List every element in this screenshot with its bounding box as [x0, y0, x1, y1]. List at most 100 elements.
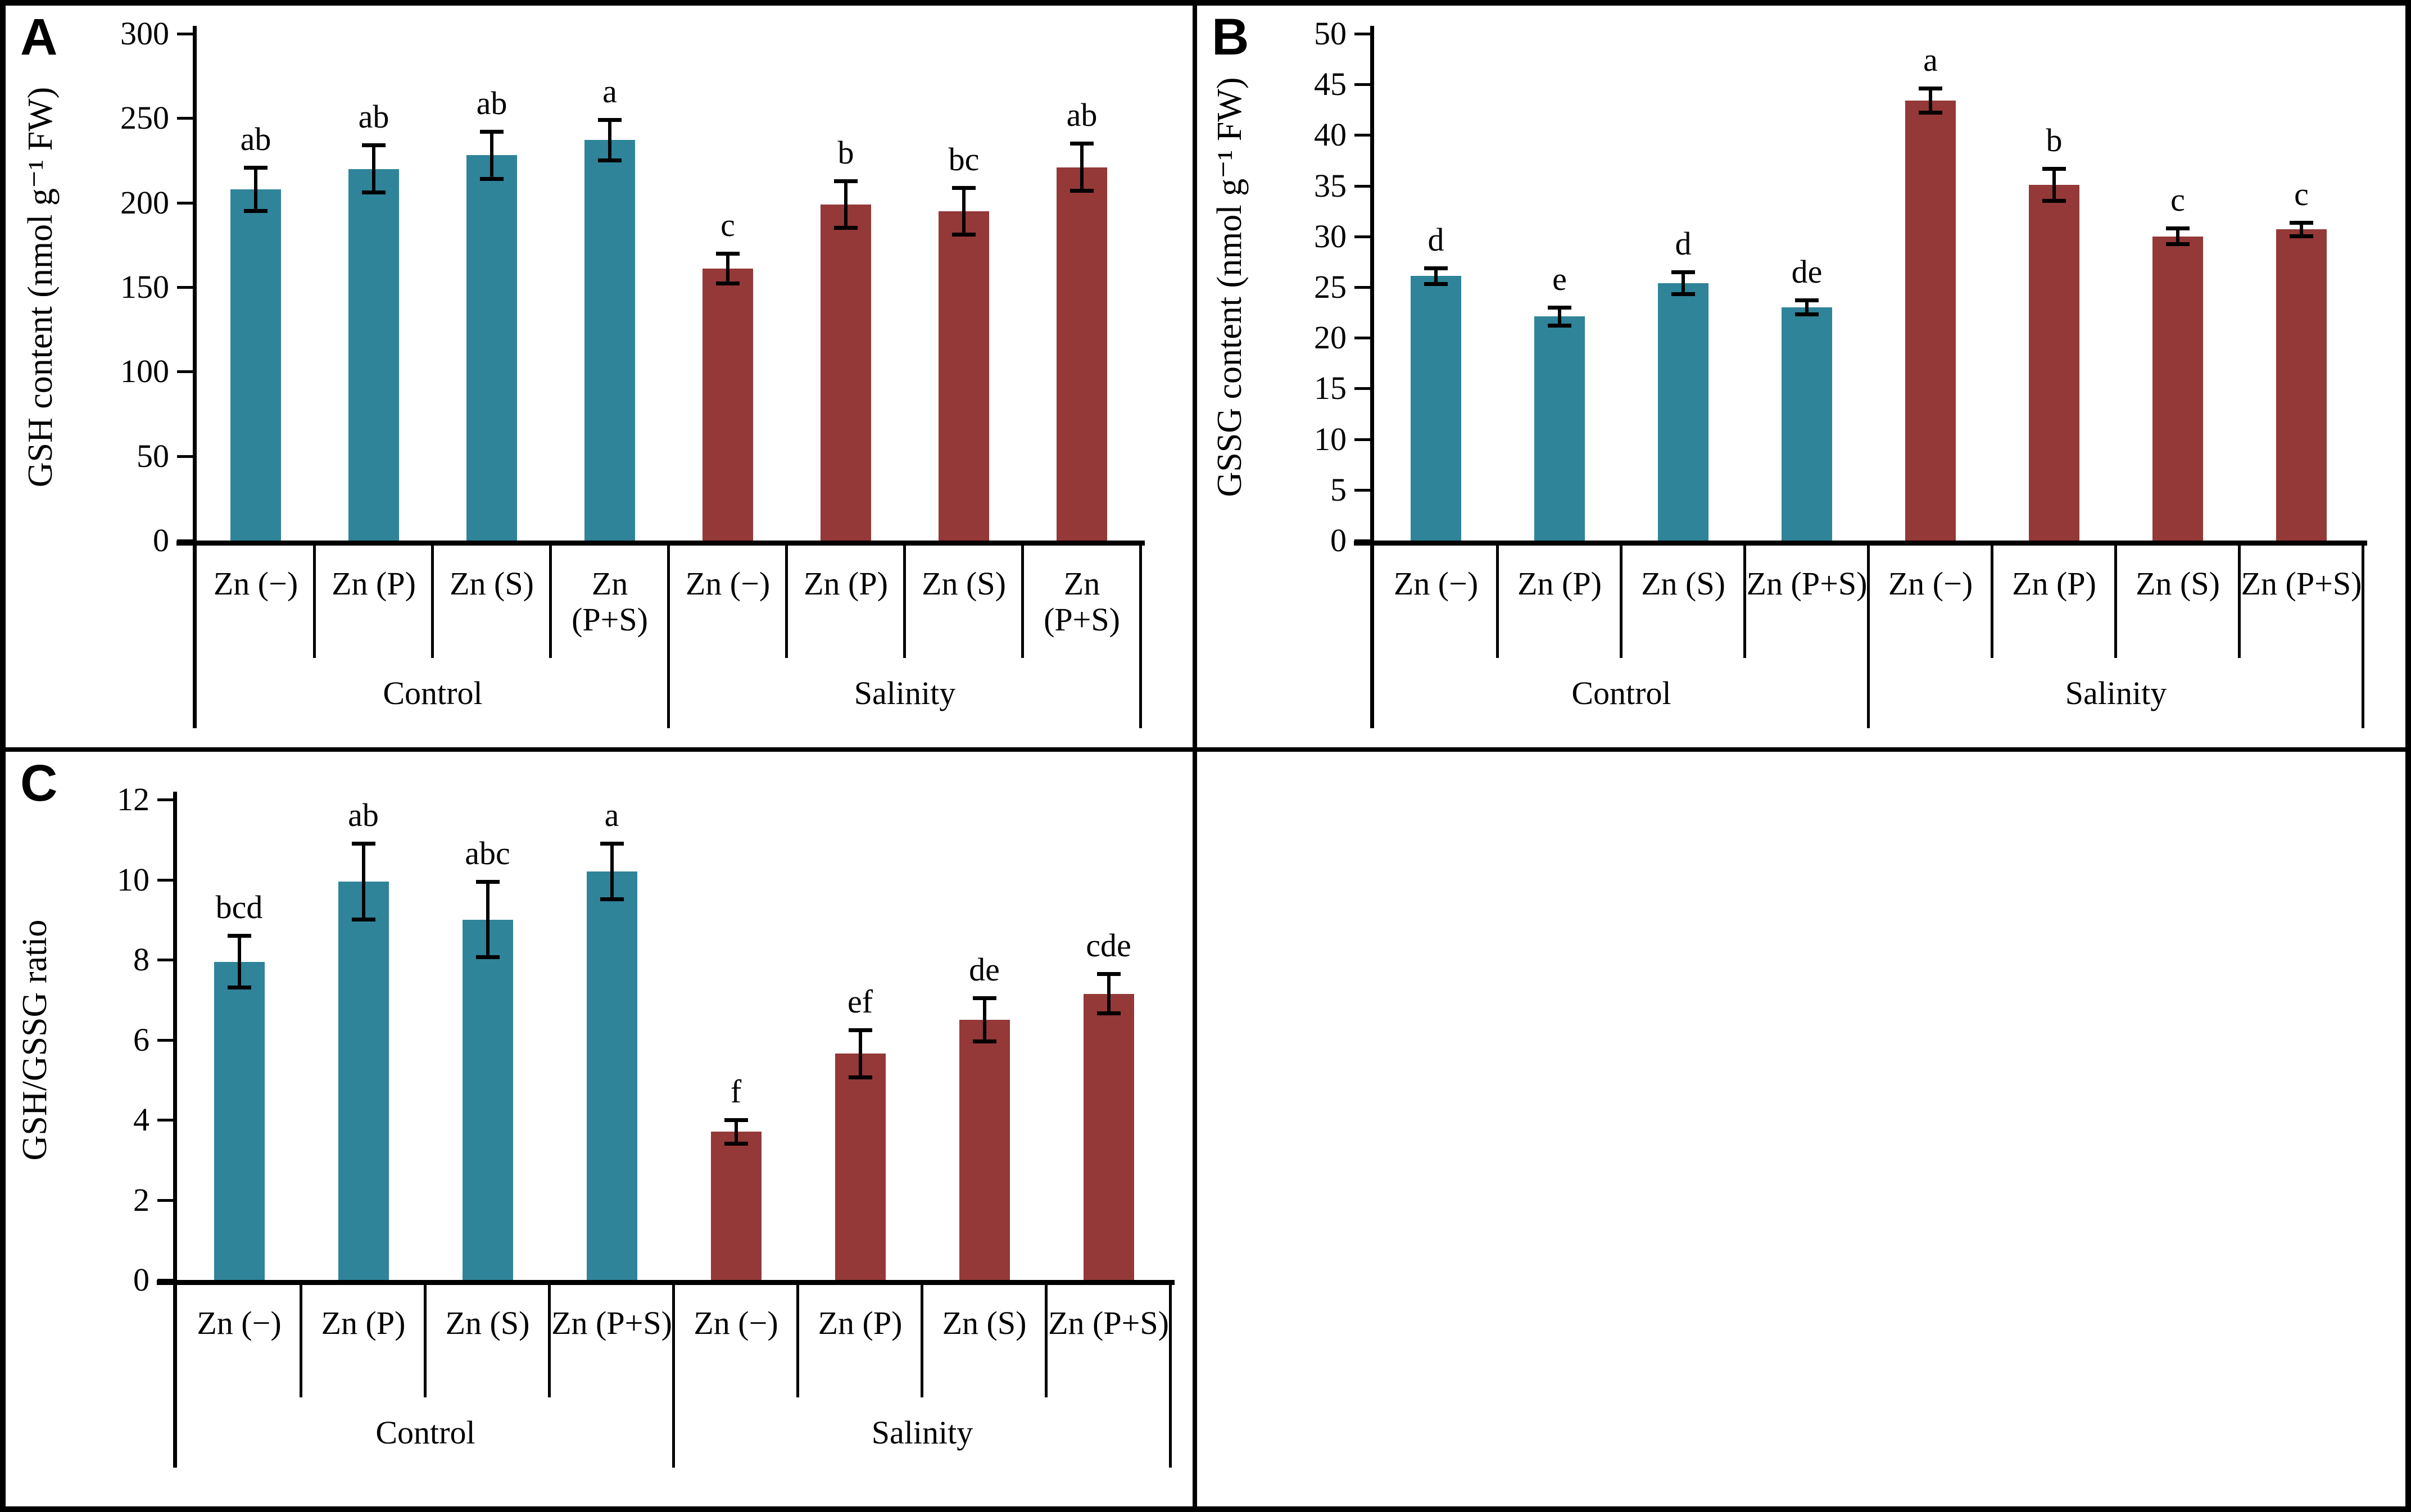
category-label: Zn (−)	[685, 565, 771, 602]
error-bar-line	[962, 187, 966, 235]
error-bar-line	[982, 997, 986, 1042]
group-label: Control	[383, 675, 483, 711]
sig-letter: a	[1923, 42, 1938, 79]
error-bar-cap-top	[600, 842, 624, 846]
y-tick-label: 12	[117, 781, 149, 818]
sig-letter: de	[1791, 253, 1823, 290]
sig-letter: c	[2294, 175, 2309, 212]
y-tick-label: 50	[1314, 15, 1347, 52]
error-bar-cap-bottom	[227, 985, 251, 989]
bar	[2029, 184, 2079, 541]
sig-letter: de	[969, 951, 1000, 988]
category-label: Zn (−)	[1888, 565, 1973, 602]
group-label: Salinity	[2065, 675, 2167, 711]
y-axis-line	[1370, 26, 1374, 541]
category-separator	[300, 1285, 302, 1397]
y-tick-mark	[177, 117, 193, 120]
group-separator	[1867, 658, 1870, 728]
y-tick-label: 50	[137, 437, 169, 474]
category-separator	[1867, 546, 1870, 658]
category-separator	[1496, 546, 1499, 658]
bar	[338, 882, 389, 1280]
error-bar-line	[490, 131, 493, 179]
y-tick-mark	[1354, 286, 1370, 289]
y-tick-label: 0	[153, 522, 169, 559]
group-separator	[2362, 658, 2364, 728]
sig-letter: ab	[476, 85, 507, 122]
y-tick-mark	[177, 33, 193, 35]
y-tick-label: 40	[1314, 116, 1347, 153]
category-separator	[1045, 1285, 1048, 1397]
y-tick-label: 35	[1314, 167, 1347, 204]
bar	[462, 919, 513, 1280]
y-tick-label: 10	[117, 861, 149, 898]
error-bar-cap-bottom	[362, 190, 386, 194]
error-bar-cap-bottom	[1548, 323, 1571, 328]
panel-letter-b: B	[1212, 8, 1249, 66]
panel-a: A GSH content (nmol g⁻¹ FW) 0 50 100 150 200 2…	[6, 6, 1197, 752]
error-bar-cap-top	[1795, 298, 1819, 303]
y-tick-label: 20	[1314, 319, 1347, 356]
y-axis-title: GSH content (nmol g⁻¹ FW)	[21, 87, 60, 488]
panel-b: B GSSG content (nmol g⁻¹ FW) 0 5 10 15 20 25 30…	[1197, 6, 2405, 752]
error-bar-line	[1434, 267, 1438, 284]
category-label: Zn (S)	[942, 1305, 1027, 1341]
error-bar-cap-bottom	[1795, 312, 1819, 316]
y-tick-label: 10	[1314, 420, 1347, 457]
error-bar-line	[2300, 222, 2303, 237]
sig-letter: cde	[1086, 927, 1131, 964]
error-bar-line	[486, 882, 490, 958]
error-bar-cap-bottom	[972, 1039, 996, 1044]
group-label: Control	[1571, 675, 1671, 711]
error-bar-line	[237, 936, 241, 988]
category-label: Zn (−)	[1393, 565, 1479, 602]
category-label: Zn (S)	[445, 1305, 530, 1341]
category-label: Zn (P+S)	[1048, 1305, 1169, 1341]
y-tick-label: 2	[133, 1181, 149, 1218]
bar	[1782, 307, 1832, 541]
error-bar-cap-top	[834, 179, 858, 183]
sig-letter: a	[602, 73, 617, 110]
panel-letter-a: A	[20, 8, 58, 66]
error-bar-cap-top	[716, 251, 740, 256]
bar	[466, 155, 517, 541]
category-separator	[672, 1285, 675, 1397]
y-axis-line	[173, 792, 177, 1280]
error-bar-cap-top	[1919, 87, 1942, 91]
category-separator	[796, 1285, 799, 1397]
y-tick-mark	[177, 455, 193, 458]
error-bar-cap-bottom	[716, 281, 740, 285]
error-bar-cap-bottom	[244, 208, 268, 213]
category-label: Zn (S)	[1641, 565, 1725, 602]
error-bar-cap-bottom	[2042, 198, 2066, 203]
y-tick-mark	[177, 539, 193, 542]
category-separator	[548, 1285, 551, 1397]
category-label: Zn (S)	[450, 565, 534, 602]
error-bar-cap-bottom	[598, 158, 622, 162]
error-bar-cap-top	[2290, 220, 2313, 225]
y-tick-label: 300	[120, 15, 169, 52]
x-axis-line	[157, 1280, 1175, 1285]
y-tick-mark	[157, 1038, 173, 1042]
sig-letter: c	[2170, 181, 2185, 219]
category-label: Zn (P+S)	[551, 1305, 672, 1341]
y-tick-mark	[157, 959, 173, 961]
group-separator	[1139, 658, 1142, 728]
error-bar-cap-top	[1548, 306, 1571, 310]
error-bar-cap-top	[952, 185, 976, 190]
bar	[230, 189, 281, 541]
group-separator	[1169, 1397, 1172, 1468]
bar	[1057, 167, 1107, 541]
x-axis-line	[176, 541, 1145, 546]
category-separator	[1620, 546, 1623, 658]
y-tick-label: 4	[133, 1101, 149, 1138]
y-tick-label: 150	[120, 269, 169, 305]
error-bar-cap-top	[598, 118, 622, 122]
y-tick-label: 250	[120, 99, 169, 137]
category-label: Zn (P+S)	[2241, 565, 2362, 602]
error-bar-line	[1682, 271, 1685, 294]
category-label: Zn (−)	[694, 1305, 778, 1341]
category-separator	[785, 546, 788, 658]
group-separator	[173, 1397, 177, 1468]
error-bar-cap-bottom	[480, 176, 504, 181]
